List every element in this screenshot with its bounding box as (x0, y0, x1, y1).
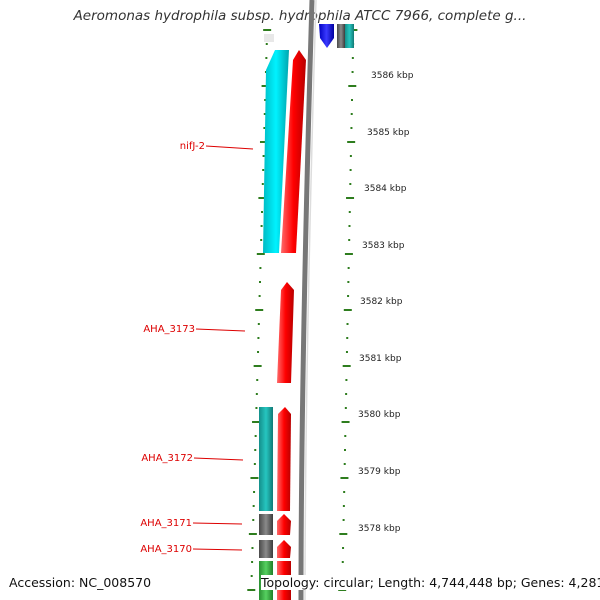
accession-text: Accession: NC_008570 (9, 575, 152, 590)
kbp-label: 3582 kbp (360, 297, 403, 307)
kbp-label: 3580 kbp (358, 410, 401, 420)
kbp-label: 3586 kbp (371, 71, 414, 81)
kbp-label: 3578 kbp (358, 524, 401, 534)
kbp-label: 3584 kbp (364, 184, 407, 194)
kbp-label: 3581 kbp (359, 354, 402, 364)
cds-red-aha3171 (277, 514, 291, 535)
leader-line (205, 145, 254, 150)
gene-label-aha3173: AHA_3173 (143, 324, 195, 335)
leader-line (195, 328, 246, 332)
gray-feature-top (337, 24, 354, 48)
white-feature-top (264, 34, 274, 42)
topology-text: Topology: circular; Length: 4,744,448 bp… (261, 575, 600, 590)
cds-red-aha3173 (277, 282, 294, 383)
cds-red-nifj2 (281, 50, 306, 253)
kbp-scale: 3586 kbp 3585 kbp 3584 kbp 3583 kbp 3582… (358, 71, 414, 534)
cds-cyan-nifj2 (263, 50, 289, 253)
outer-tick-marks (338, 29, 358, 591)
gene-labels: nifJ-2 AHA_3173 AHA_3172 AHA_3171 AHA_31… (140, 141, 254, 555)
kbp-label: 3583 kbp (362, 241, 405, 251)
gene-label-aha3171: AHA_3171 (140, 518, 192, 529)
kbp-label: 3585 kbp (367, 128, 410, 138)
cds-red-aha3172 (277, 407, 291, 511)
cds-gray-aha3170 (259, 540, 273, 558)
leader-line (192, 522, 243, 525)
gene-label-nifj2: nifJ-2 (180, 141, 205, 152)
leader-line (193, 457, 244, 461)
backbone-ring (298, 0, 317, 600)
cds-teal-aha3172 (259, 407, 273, 511)
cds-gray-aha3171 (259, 514, 273, 535)
gene-label-aha3170: AHA_3170 (140, 544, 192, 555)
kbp-label: 3579 kbp (358, 467, 401, 477)
map-title: Aeromonas hydrophila subsp. hydrophila A… (73, 8, 527, 24)
gene-label-aha3172: AHA_3172 (141, 453, 193, 464)
blue-feature-top (319, 24, 334, 48)
leader-line (192, 548, 243, 551)
cds-red-aha3170 (277, 540, 291, 558)
